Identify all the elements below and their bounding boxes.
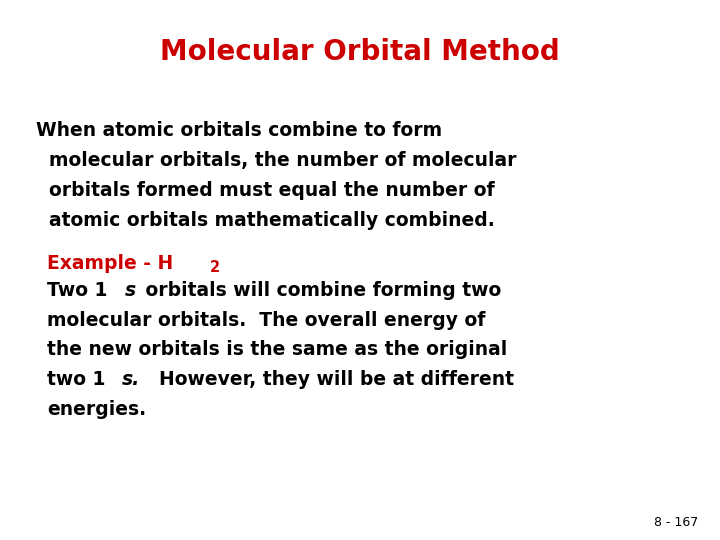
Text: two 1: two 1 bbox=[47, 370, 105, 389]
Text: Example - H: Example - H bbox=[47, 254, 173, 273]
Text: orbitals will combine forming two: orbitals will combine forming two bbox=[139, 281, 501, 300]
Text: the new orbitals is the same as the original: the new orbitals is the same as the orig… bbox=[47, 340, 507, 359]
Text: When atomic orbitals combine to form: When atomic orbitals combine to form bbox=[36, 122, 442, 140]
Text: s.: s. bbox=[122, 370, 140, 389]
Text: Two 1: Two 1 bbox=[47, 281, 107, 300]
Text: s: s bbox=[125, 281, 136, 300]
Text: 8 - 167: 8 - 167 bbox=[654, 516, 698, 529]
Text: Molecular Orbital Method: Molecular Orbital Method bbox=[160, 38, 560, 66]
Text: atomic orbitals mathematically combined.: atomic orbitals mathematically combined. bbox=[36, 211, 495, 229]
Text: molecular orbitals.  The overall energy of: molecular orbitals. The overall energy o… bbox=[47, 310, 485, 329]
Text: 2: 2 bbox=[210, 260, 220, 275]
Text: However, they will be at different: However, they will be at different bbox=[145, 370, 513, 389]
Text: orbitals formed must equal the number of: orbitals formed must equal the number of bbox=[36, 181, 495, 200]
Text: energies.: energies. bbox=[47, 400, 146, 419]
Text: molecular orbitals, the number of molecular: molecular orbitals, the number of molecu… bbox=[36, 151, 516, 170]
